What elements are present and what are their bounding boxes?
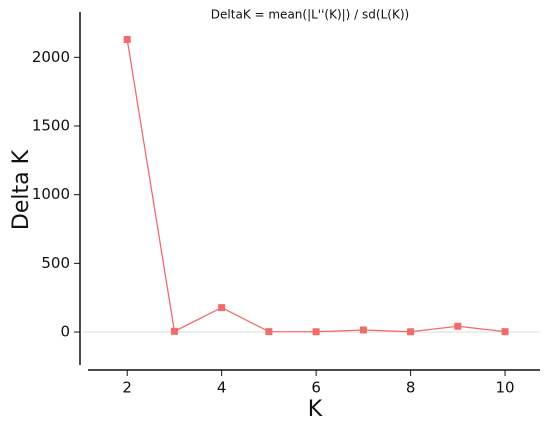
y-axis-label: Delta K: [9, 149, 34, 230]
point: [359, 326, 367, 334]
point: [170, 327, 178, 335]
point: [501, 328, 509, 336]
point: [312, 328, 320, 336]
x-tick-label: 6: [311, 379, 321, 397]
point: [407, 328, 415, 336]
x-tick-label: 8: [406, 379, 416, 397]
point: [265, 328, 273, 336]
x-tick-label: 4: [217, 379, 227, 397]
y-tick-label: 1000: [32, 185, 70, 203]
point: [454, 322, 462, 330]
line: [126, 39, 506, 333]
point: [123, 35, 131, 43]
y-tick-label: 2000: [32, 48, 70, 66]
y-tick-label: 0: [60, 323, 70, 341]
x-tick-label: 2: [122, 379, 132, 397]
point: [218, 304, 226, 312]
y-tick-label: 1500: [32, 117, 70, 135]
x-axis-label: K: [308, 397, 323, 422]
y-tick-label: 500: [41, 254, 70, 272]
chart-title: DeltaK = mean(|L''(K)|) / sd(L(K)): [211, 8, 409, 22]
x-tick-label: 10: [496, 379, 515, 397]
